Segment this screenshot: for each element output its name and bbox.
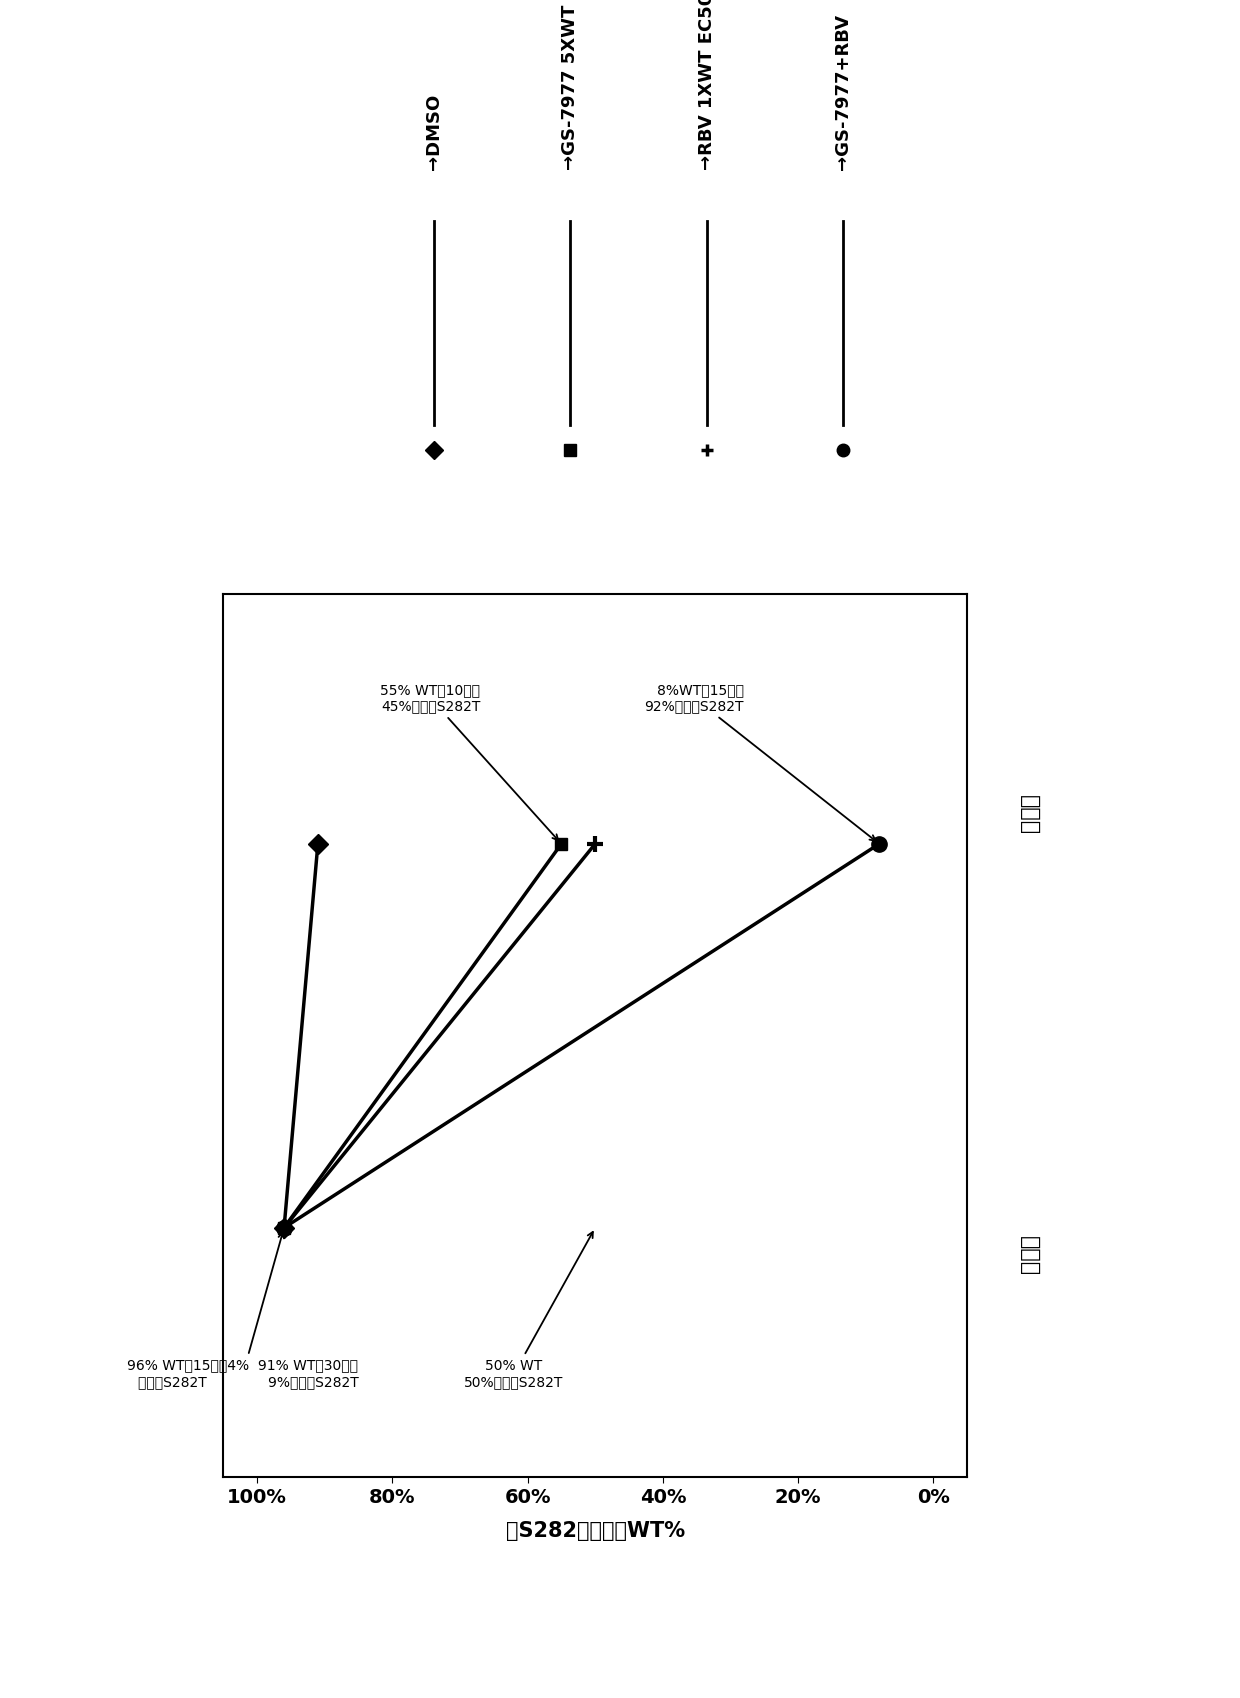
Text: 55% WT（10天）
45%突变体S282T: 55% WT（10天） 45%突变体S282T bbox=[381, 683, 558, 841]
Text: 96% WT（15天）4%  91% WT（30天）
突变体S282T              9%突变体S282T: 96% WT（15天）4% 91% WT（30天） 突变体S282T 9%突变体… bbox=[128, 1233, 358, 1389]
Text: 50% WT
50%突变体S282T: 50% WT 50%突变体S282T bbox=[464, 1233, 593, 1389]
Text: →DMSO: →DMSO bbox=[425, 93, 443, 170]
Text: →RBV 1XWT EC50: →RBV 1XWT EC50 bbox=[698, 0, 715, 170]
Text: 治疗前: 治疗前 bbox=[1019, 1236, 1039, 1277]
X-axis label: 抗S282位基因的WT%: 抗S282位基因的WT% bbox=[506, 1521, 684, 1540]
Text: →GS-7977 5XWT EC50: →GS-7977 5XWT EC50 bbox=[562, 0, 579, 170]
Text: 8%WT（15天）
92%突变体S282T: 8%WT（15天） 92%突变体S282T bbox=[645, 683, 875, 841]
Text: 治疗后: 治疗后 bbox=[1019, 795, 1039, 835]
Text: →GS-7977+RBV: →GS-7977+RBV bbox=[835, 14, 852, 170]
